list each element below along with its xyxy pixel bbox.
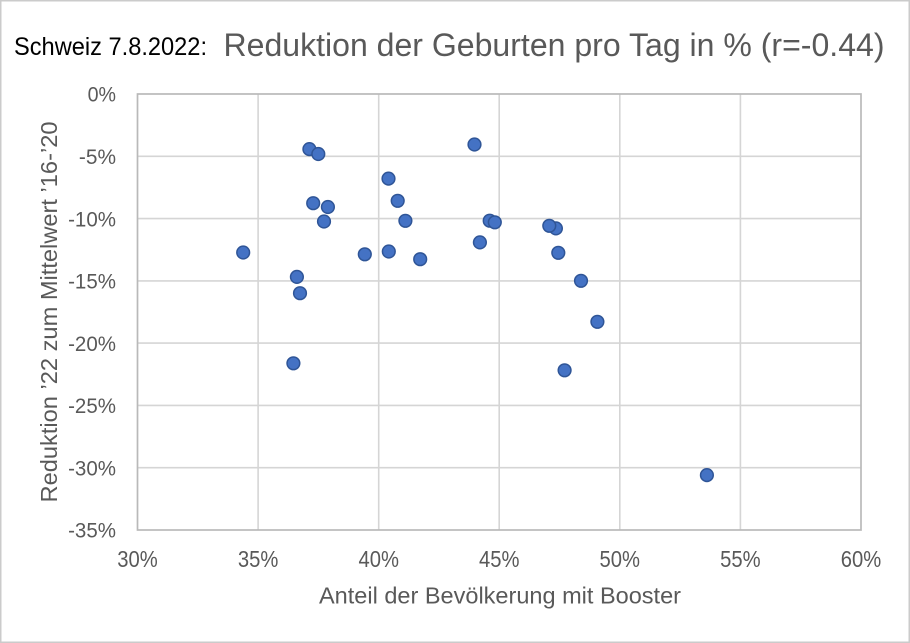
svg-text:-20%: -20% bbox=[68, 332, 116, 356]
svg-text:Reduktion ’22 zum Mittelwert ’: Reduktion ’22 zum Mittelwert ’16-’20 bbox=[36, 122, 62, 503]
svg-text:45%: 45% bbox=[479, 546, 520, 572]
svg-text:Schweiz 7.8.2022:: Schweiz 7.8.2022: bbox=[14, 33, 207, 61]
svg-text:35%: 35% bbox=[238, 546, 279, 572]
svg-text:-30%: -30% bbox=[68, 456, 116, 480]
svg-text:-5%: -5% bbox=[79, 145, 116, 169]
svg-text:-25%: -25% bbox=[68, 394, 116, 418]
svg-text:Reduktion der Geburten pro Tag: Reduktion der Geburten pro Tag in % (r=-… bbox=[224, 27, 885, 63]
svg-text:50%: 50% bbox=[600, 546, 641, 572]
svg-text:Anteil der Bevölkerung mit Boo: Anteil der Bevölkerung mit Booster bbox=[319, 583, 681, 609]
svg-text:55%: 55% bbox=[720, 546, 761, 572]
svg-text:40%: 40% bbox=[358, 546, 399, 572]
svg-text:60%: 60% bbox=[841, 546, 882, 572]
svg-text:30%: 30% bbox=[117, 546, 158, 572]
svg-text:0%: 0% bbox=[88, 83, 116, 107]
svg-text:-10%: -10% bbox=[68, 207, 116, 231]
svg-text:-35%: -35% bbox=[68, 519, 116, 543]
svg-text:-15%: -15% bbox=[68, 270, 116, 294]
